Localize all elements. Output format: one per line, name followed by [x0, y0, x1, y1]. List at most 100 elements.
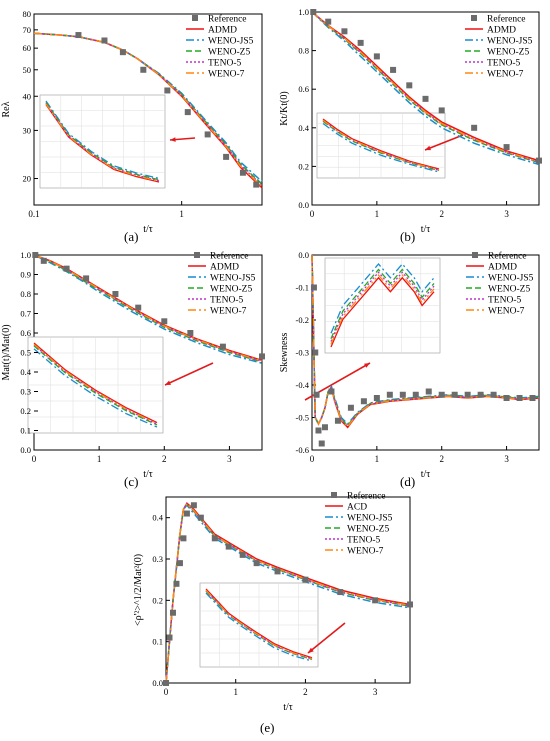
- x-tick-label: 2: [162, 454, 167, 464]
- reference-point: [40, 257, 47, 264]
- legend-label: WENO-Z5: [487, 48, 529, 58]
- reference-point: [176, 560, 183, 567]
- series-line-weno-7: [311, 11, 540, 163]
- reference-point: [119, 49, 126, 56]
- legend-label: ACD: [347, 503, 367, 513]
- reference-point: [225, 543, 232, 550]
- series-line-weno-js5: [33, 254, 263, 364]
- reference-point: [471, 124, 478, 131]
- reference-point: [32, 252, 39, 258]
- reference-point: [310, 284, 317, 291]
- y-axis-label: Reλ: [1, 101, 12, 117]
- y-tick-label: 0.1: [20, 426, 31, 436]
- panel-e: 0 1 2 3 0.0 0.1 0.2 0.3 0.4 t/τ <ρ'²>^1/2/Mat²(0) R…: [110, 485, 430, 725]
- zoom-arrow: [424, 134, 464, 151]
- reference-point: [312, 349, 319, 356]
- panel-d: 0 1 2 3 -0.6 -0.5 -0.4 -0.3 -0.2 -0.1 0.0 t/τ Skewne…: [275, 245, 550, 490]
- y-tick-label: 0.0: [152, 678, 163, 688]
- legend-label: TENO-5: [488, 296, 521, 306]
- reference-point: [438, 391, 445, 398]
- inset-series-line: [322, 118, 440, 170]
- reference-point: [477, 391, 484, 398]
- inset-zoom: [39, 94, 166, 189]
- reference-point: [386, 391, 393, 398]
- legend-label: WENO-7: [210, 307, 247, 317]
- zoom-arrow: [164, 362, 214, 386]
- inset-series-line: [205, 588, 313, 659]
- legend-marker: [472, 252, 478, 258]
- reference-point: [406, 82, 413, 89]
- y-tick-label: 0.2: [298, 161, 309, 171]
- reference-point: [180, 535, 187, 542]
- reference-point: [187, 330, 194, 336]
- inset-series-line: [205, 589, 313, 660]
- legend-label: Reference: [347, 491, 386, 502]
- reference-point: [259, 353, 265, 360]
- x-tick-label: 0: [164, 687, 169, 697]
- x-tick-label: 1: [233, 687, 238, 697]
- series-line-weno-7: [33, 254, 263, 362]
- reference-point: [412, 391, 419, 398]
- zoom-arrow-head: [364, 363, 370, 368]
- inset-series-line: [45, 103, 160, 182]
- y-tick-label: 0.9: [20, 270, 31, 280]
- chart-e: 0 1 2 3 0.0 0.1 0.2 0.3 0.4 t/τ <ρ'²>^1/2/Mat²(0) R…: [133, 491, 413, 713]
- plot-frame: [33, 13, 263, 206]
- legend-label: WENO-Z5: [210, 285, 252, 295]
- reference-point: [166, 634, 173, 641]
- panel-label-a: (a): [124, 229, 139, 244]
- reference-point: [422, 95, 429, 102]
- legend-label: TENO-5: [210, 296, 243, 306]
- y-tick-label: 0.1: [152, 637, 163, 647]
- y-tick-label: 0.6: [20, 328, 31, 338]
- reference-point: [63, 265, 70, 272]
- legend-marker: [471, 15, 477, 21]
- legend-label: Reference: [208, 14, 247, 25]
- y-tick-label: 80: [23, 9, 32, 19]
- reference-point: [112, 291, 119, 297]
- legend-label: WENO-Z5: [488, 285, 530, 295]
- reference-point: [438, 107, 445, 114]
- x-tick-label: 1: [375, 454, 380, 464]
- x-tick-label: 3: [504, 209, 509, 219]
- reference-point: [253, 181, 260, 188]
- reference-point: [337, 589, 344, 596]
- panel-label-b: (b): [400, 229, 416, 244]
- reference-point: [140, 66, 147, 73]
- inset-zoom: [316, 112, 446, 179]
- inset-series-line: [330, 274, 435, 345]
- reference-point: [239, 551, 246, 558]
- legend-marker: [192, 15, 198, 21]
- reference-point: [321, 424, 328, 431]
- panel-b: 0 1 2 3 0.0 0.2 0.4 0.6 0.8 1.0 t/τ Kt/Kt(0) Referen…: [275, 0, 550, 247]
- legend-label: TENO-5: [487, 59, 520, 69]
- legend-label: Reference: [488, 251, 527, 262]
- y-tick-label: -0.4: [296, 380, 310, 390]
- reference-point: [164, 87, 171, 94]
- reference-point: [211, 535, 218, 542]
- reference-point: [135, 304, 142, 311]
- inset-series-line: [330, 276, 435, 348]
- y-tick-label: 40: [23, 91, 32, 101]
- y-tick-label: 1.0: [298, 7, 309, 17]
- x-axis-label: t/τ: [143, 224, 153, 235]
- inset-series-line: [330, 268, 435, 339]
- y-tick-label: 50: [23, 65, 32, 75]
- reference-point: [360, 398, 367, 405]
- reference-point: [325, 18, 332, 25]
- reference-point: [173, 580, 180, 587]
- y-tick-label: 0.5: [20, 348, 31, 358]
- y-tick-label: 0.8: [298, 46, 309, 56]
- chart-b: 0 1 2 3 0.0 0.2 0.4 0.6 0.8 1.0 t/τ Kt/Kt(0) Referen…: [279, 7, 542, 235]
- chart-a: 0.1 120304050607080t/τReλReferenceADMDWEN…: [1, 9, 263, 235]
- y-tick-label: 60: [23, 43, 32, 53]
- plot-frame: [311, 11, 540, 206]
- legend-label: WENO-7: [488, 307, 525, 317]
- inset-series-line: [205, 592, 313, 662]
- y-tick-label: 0.4: [20, 367, 31, 377]
- y-tick-label: 0.3: [20, 387, 31, 397]
- reference-point: [372, 597, 379, 604]
